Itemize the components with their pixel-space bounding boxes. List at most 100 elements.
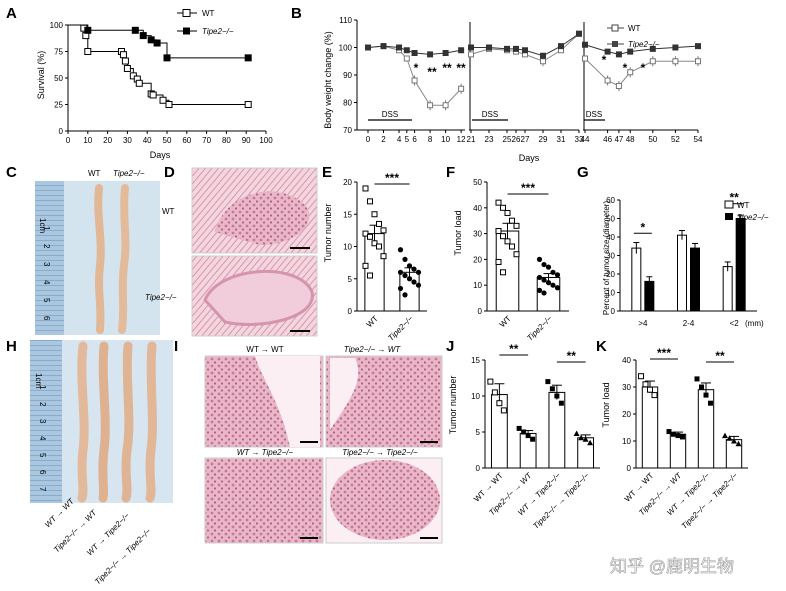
B-point-ko <box>672 44 679 51</box>
E-chart-y-tick-label: 10 <box>343 243 352 252</box>
F-ylabel: Tumor load <box>453 210 463 255</box>
A-y-tick-label: 0 <box>59 127 64 136</box>
A-y-tick-label: 25 <box>54 101 63 110</box>
B-point-wt <box>582 55 588 62</box>
K-chart-dot <box>708 400 713 406</box>
G-legend-wt: WT <box>737 201 750 210</box>
panel-B: B Body weight change (%) Days 7080901001… <box>291 5 703 163</box>
F-chart-dot <box>513 222 520 229</box>
B-star-5: * <box>602 53 607 67</box>
B-x-tick-label: 46 <box>603 135 612 144</box>
J-chart-dot <box>525 433 531 439</box>
A-point-ko <box>147 36 155 44</box>
D-label-ko: Tipe2−/− <box>145 293 177 302</box>
A-x-tick-label: 0 <box>66 136 71 145</box>
F-chart-dot <box>500 233 506 240</box>
F-chart-dot <box>541 277 547 283</box>
B-ylabel: Body weight change (%) <box>323 31 333 129</box>
F-chart-y-tick-label: 20 <box>473 255 482 264</box>
J-chart-dot <box>573 430 580 436</box>
panel-label-D: D <box>164 164 175 181</box>
A-point-ko <box>153 39 161 47</box>
A-point-wt <box>159 96 167 104</box>
panel-label-E: E <box>322 164 332 181</box>
G-bar-wt <box>677 234 687 312</box>
H-ruler-digit: 5 <box>38 453 47 458</box>
A-x-tick-label: 40 <box>143 136 152 145</box>
panel-label-I: I <box>174 338 178 355</box>
G-category-label: >4 <box>638 319 648 328</box>
A-ylabel: Survival (%) <box>36 51 46 100</box>
B-x-tick-label: 2 <box>381 135 386 144</box>
F-chart: 0 10 20 30 40 50 WT Tipe2−/− *** <box>473 178 569 343</box>
B-x-tick-label: 44 <box>581 135 590 144</box>
C-ruler <box>35 181 64 335</box>
J-chart-dot <box>500 407 507 414</box>
B-x-tick-label: 29 <box>539 135 548 144</box>
B-point-ko <box>582 41 588 48</box>
E-chart-y-tick-label: 0 <box>348 307 353 316</box>
B-point-wt <box>649 58 656 65</box>
E-chart-dot <box>371 211 378 218</box>
B-star-6: * <box>623 61 628 75</box>
G-y-tick-label: 20 <box>606 270 615 279</box>
B-point-ko <box>576 30 582 37</box>
B-point-ko <box>522 47 528 54</box>
E-chart-dot <box>376 220 382 227</box>
K-chart-y-tick-label: 40 <box>622 356 631 365</box>
panel-label-H: H <box>6 338 17 355</box>
A-x-tick-label: 70 <box>202 136 211 145</box>
A-x-tick-label: 100 <box>259 136 273 145</box>
F-chart-category-label: Tipe2−/− <box>525 314 554 343</box>
B-star-4: ** <box>456 61 466 75</box>
H-colon-1 <box>77 341 89 503</box>
H-colon-3 <box>121 341 134 503</box>
A-x-tick-label: 20 <box>103 136 112 145</box>
A-x-tick-label: 10 <box>83 136 92 145</box>
A-point-wt <box>119 51 127 59</box>
K-ylabel: Tumor load <box>601 382 611 427</box>
G-sig-label: * <box>640 220 645 234</box>
K-chart-y-tick-label: 30 <box>622 383 631 392</box>
B-point-ko <box>649 45 656 52</box>
B-x-tick-label: 33 <box>575 135 584 144</box>
J-chart-sig-label: ** <box>567 349 577 363</box>
A-point-ko <box>131 26 139 34</box>
A-point-wt <box>244 101 252 108</box>
J-chart-dot <box>558 400 564 406</box>
H-ruler-digit: 6 <box>38 470 47 475</box>
B-point-wt <box>442 102 449 109</box>
K-chart-dot <box>675 433 681 439</box>
F-chart-dot <box>504 238 511 245</box>
B-point-ko <box>486 44 492 51</box>
A-x-tick-label: 50 <box>163 136 172 145</box>
F-chart-y-tick-label: 0 <box>478 307 483 316</box>
A-point-wt <box>121 57 129 65</box>
A-legend-wt: WT <box>202 9 215 18</box>
E-chart-dot <box>406 276 413 282</box>
A-y-tick-label: 50 <box>54 74 63 83</box>
E-chart-dot <box>402 272 408 279</box>
B-dss-2: DSS <box>482 110 498 119</box>
K-chart-y-tick-label: 20 <box>622 410 631 419</box>
B-x-tick-label: 0 <box>366 135 371 144</box>
B-x-tick-label: 12 <box>457 135 466 144</box>
A-point-ko <box>163 54 171 62</box>
A-y-tick-label: 100 <box>50 21 64 30</box>
B-star-7: * <box>641 61 646 75</box>
panel-label-K: K <box>596 338 607 355</box>
B-x-tick-label: 8 <box>428 135 433 144</box>
G-legend-ko: Tipe2−/− <box>737 213 769 222</box>
B-point-ko <box>403 47 410 54</box>
F-chart-dot <box>513 251 520 258</box>
E-chart-dot <box>380 253 387 260</box>
A-legend-ko: Tipe2−/− <box>202 27 234 36</box>
B-point-ko <box>380 43 387 50</box>
B-x-tick-label: 4 <box>397 135 402 144</box>
G-xlabel: (mm) <box>745 319 764 328</box>
A-x-tick-label: 60 <box>182 136 191 145</box>
